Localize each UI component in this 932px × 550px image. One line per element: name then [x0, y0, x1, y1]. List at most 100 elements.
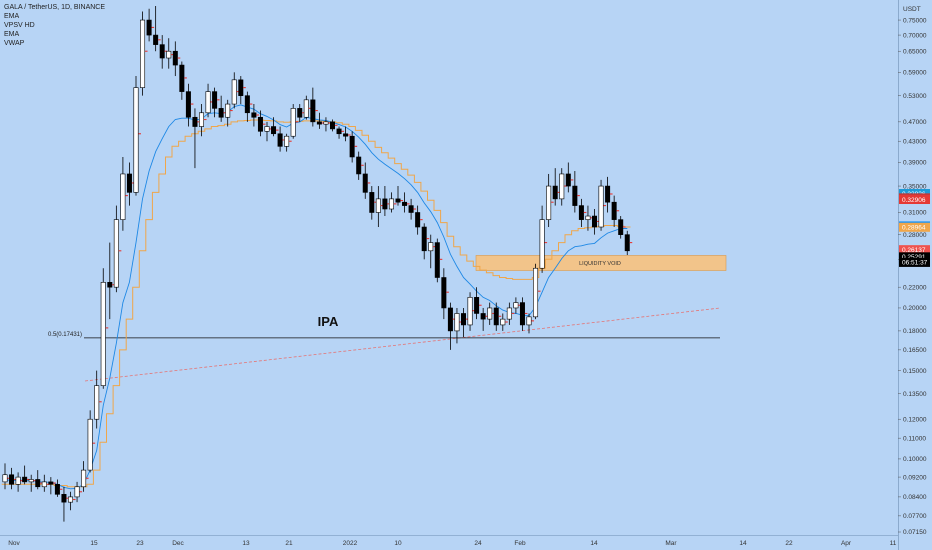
candle: [447, 302, 456, 350]
candle-body: [94, 385, 100, 420]
price-tick-label: 0.16500: [903, 347, 927, 354]
candle: [559, 168, 567, 206]
candle-body: [408, 205, 414, 213]
price-tick-label: 0.65000: [903, 48, 927, 55]
candle-body: [441, 277, 447, 309]
price-tick-label: 0.10000: [903, 456, 927, 463]
candle-body: [519, 302, 525, 326]
time-tick-label: 13: [242, 540, 250, 547]
candle: [244, 91, 253, 122]
time-tick-label: 11: [890, 540, 897, 547]
candle-body: [382, 198, 388, 210]
candle-body: [2, 474, 8, 483]
candle-body: [329, 121, 335, 130]
price-tick-label: 0.53000: [903, 93, 927, 100]
candle: [133, 76, 141, 196]
candle-body: [264, 126, 270, 132]
candle: [500, 313, 508, 331]
candle: [402, 192, 410, 213]
candle-body: [231, 79, 237, 105]
candle-body: [205, 91, 211, 114]
candle: [290, 104, 299, 139]
time-tick-label: Dec: [172, 540, 184, 547]
candle: [225, 99, 233, 127]
price-tick-label: 0.11000: [903, 435, 926, 442]
candle-body: [28, 479, 34, 483]
candle-body: [310, 99, 316, 123]
price-tag-bg: [899, 222, 930, 232]
candle: [257, 110, 266, 137]
price-tick-label: 0.07700: [903, 513, 927, 520]
price-tag-bg: [899, 245, 930, 255]
candle: [277, 126, 286, 152]
candle: [408, 198, 417, 220]
candle: [343, 126, 351, 142]
candle-body: [421, 226, 427, 252]
price-tag: 0.25291: [899, 252, 930, 262]
candle: [9, 467, 17, 490]
candle: [172, 41, 181, 77]
price-tag-bg: [899, 257, 930, 267]
candle: [356, 151, 364, 180]
time-tick-label: 10: [394, 540, 402, 547]
price-tick-label: 0.75000: [903, 17, 927, 24]
candle-body: [447, 307, 453, 332]
candle: [578, 198, 587, 228]
candle-body: [624, 234, 630, 252]
candle: [369, 186, 377, 220]
price-tick-label: 0.47000: [903, 119, 927, 126]
candle: [415, 205, 423, 235]
legend-symbol[interactable]: GALA / TetherUS, 1D, BINANCE: [4, 4, 106, 11]
price-tick-label: 0.35000: [903, 183, 927, 190]
candle-body: [434, 242, 440, 278]
dashed-trendline: [84, 307, 721, 382]
candle: [487, 302, 495, 325]
candle-body: [343, 133, 349, 137]
candle-body: [552, 185, 558, 200]
price-tick-label: 0.43000: [903, 138, 927, 145]
candle: [113, 205, 122, 293]
candle-body: [146, 19, 152, 36]
candle: [146, 8, 155, 42]
candle: [395, 186, 403, 206]
candle-body: [133, 87, 139, 193]
legend-indicator-ema[interactable]: EMA: [4, 13, 20, 20]
candle-body: [185, 91, 191, 118]
legend-indicator-vpsv[interactable]: VPSV HD: [4, 22, 35, 29]
candle-body: [54, 484, 60, 495]
candle: [349, 131, 358, 163]
candle: [441, 268, 449, 320]
candle-body: [172, 50, 178, 66]
candle-body: [15, 476, 21, 485]
candle-body: [356, 156, 362, 175]
candle: [107, 242, 115, 320]
candle: [48, 477, 56, 495]
candle: [323, 117, 331, 132]
time-tick-label: 23: [136, 540, 144, 547]
candle-body: [349, 135, 355, 158]
candle-body: [68, 496, 74, 503]
price-tag-label: 0.25291: [902, 254, 926, 261]
candle-body: [369, 192, 375, 213]
candle-body: [87, 418, 93, 471]
legend-indicator-vwap[interactable]: VWAP: [4, 40, 25, 47]
time-tick-label: 21: [285, 540, 293, 547]
price-tag: 0.28964: [899, 222, 930, 232]
candle-body: [257, 116, 263, 132]
candle-body: [238, 79, 244, 96]
time-tick-label: 2022: [343, 540, 358, 547]
legend-indicator-ema-2[interactable]: EMA: [4, 31, 20, 38]
candle-body: [212, 91, 218, 109]
candle-body: [290, 108, 296, 137]
price-tick-label: 0.39000: [903, 160, 927, 167]
candle-body: [506, 307, 512, 320]
candle: [546, 173, 554, 228]
candle: [474, 287, 482, 320]
candle-body: [244, 95, 250, 114]
candle: [41, 474, 50, 492]
candle-body: [22, 476, 28, 483]
candle-body: [362, 173, 368, 193]
candle-body: [375, 198, 381, 213]
